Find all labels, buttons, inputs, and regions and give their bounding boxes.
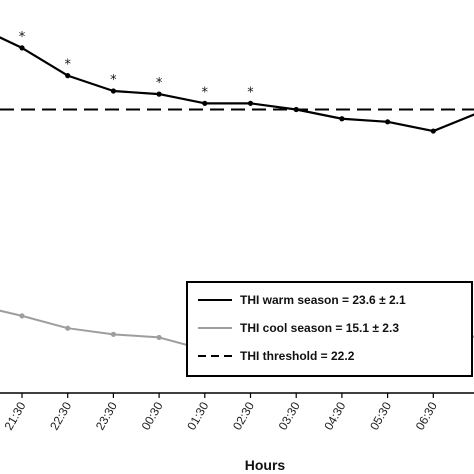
significance-star: * [19,30,26,45]
data-point-warm [19,45,25,51]
x-tick-label: 02:30 [230,399,257,432]
legend-box [186,281,473,377]
x-axis: 21:30 22:30 23:30 00:30 01:30 02:30 03:30 04:30… [0,392,474,433]
data-point-cool [19,313,25,319]
data-point-cool [110,331,116,337]
legend: THI warm season = 23.6 ± 2.1 THI cool se… [186,281,473,377]
legend-label-threshold: THI threshold = 22.2 [240,349,355,363]
legend-label-cool: THI cool season = 15.1 ± 2.3 [240,321,399,335]
x-tick-label: 23:30 [93,399,120,432]
data-point-warm [293,106,299,113]
x-tick-label: 01:30 [184,399,211,432]
x-tick-label: 04:30 [321,399,348,432]
significance-star: * [64,58,71,73]
data-point-warm [202,100,208,106]
x-tick-label: 00:30 [139,399,166,432]
x-tick-label: 03:30 [276,399,303,432]
data-point-cool [65,325,71,331]
data-point-warm [156,91,162,97]
data-point-warm [430,128,436,134]
series-line-warm [0,36,474,133]
data-point-warm [110,88,116,94]
data-point-cool [156,334,162,341]
data-point-warm [339,116,345,122]
significance-layer: * * * * * * [19,30,255,100]
significance-star: * [156,76,163,91]
legend-label-warm: THI warm season = 23.6 ± 2.1 [240,293,406,307]
x-tick-label: 22:30 [47,399,74,432]
significance-star: * [110,73,117,88]
significance-star: * [247,85,254,100]
data-point-warm [247,100,254,106]
x-tick-label: 05:30 [367,399,394,432]
significance-star: * [202,85,209,100]
x-tick-label: 06:30 [413,399,440,432]
data-point-warm [65,73,71,79]
x-axis-title: Hours [245,457,286,473]
x-tick-label: 21:30 [1,399,28,432]
data-point-warm [385,119,391,125]
